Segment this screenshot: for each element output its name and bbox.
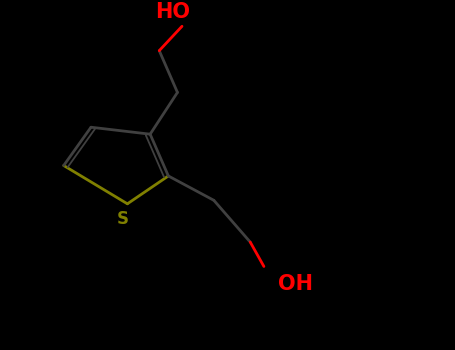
Text: S: S: [117, 210, 129, 229]
Text: HO: HO: [156, 2, 190, 22]
Text: OH: OH: [278, 274, 313, 294]
